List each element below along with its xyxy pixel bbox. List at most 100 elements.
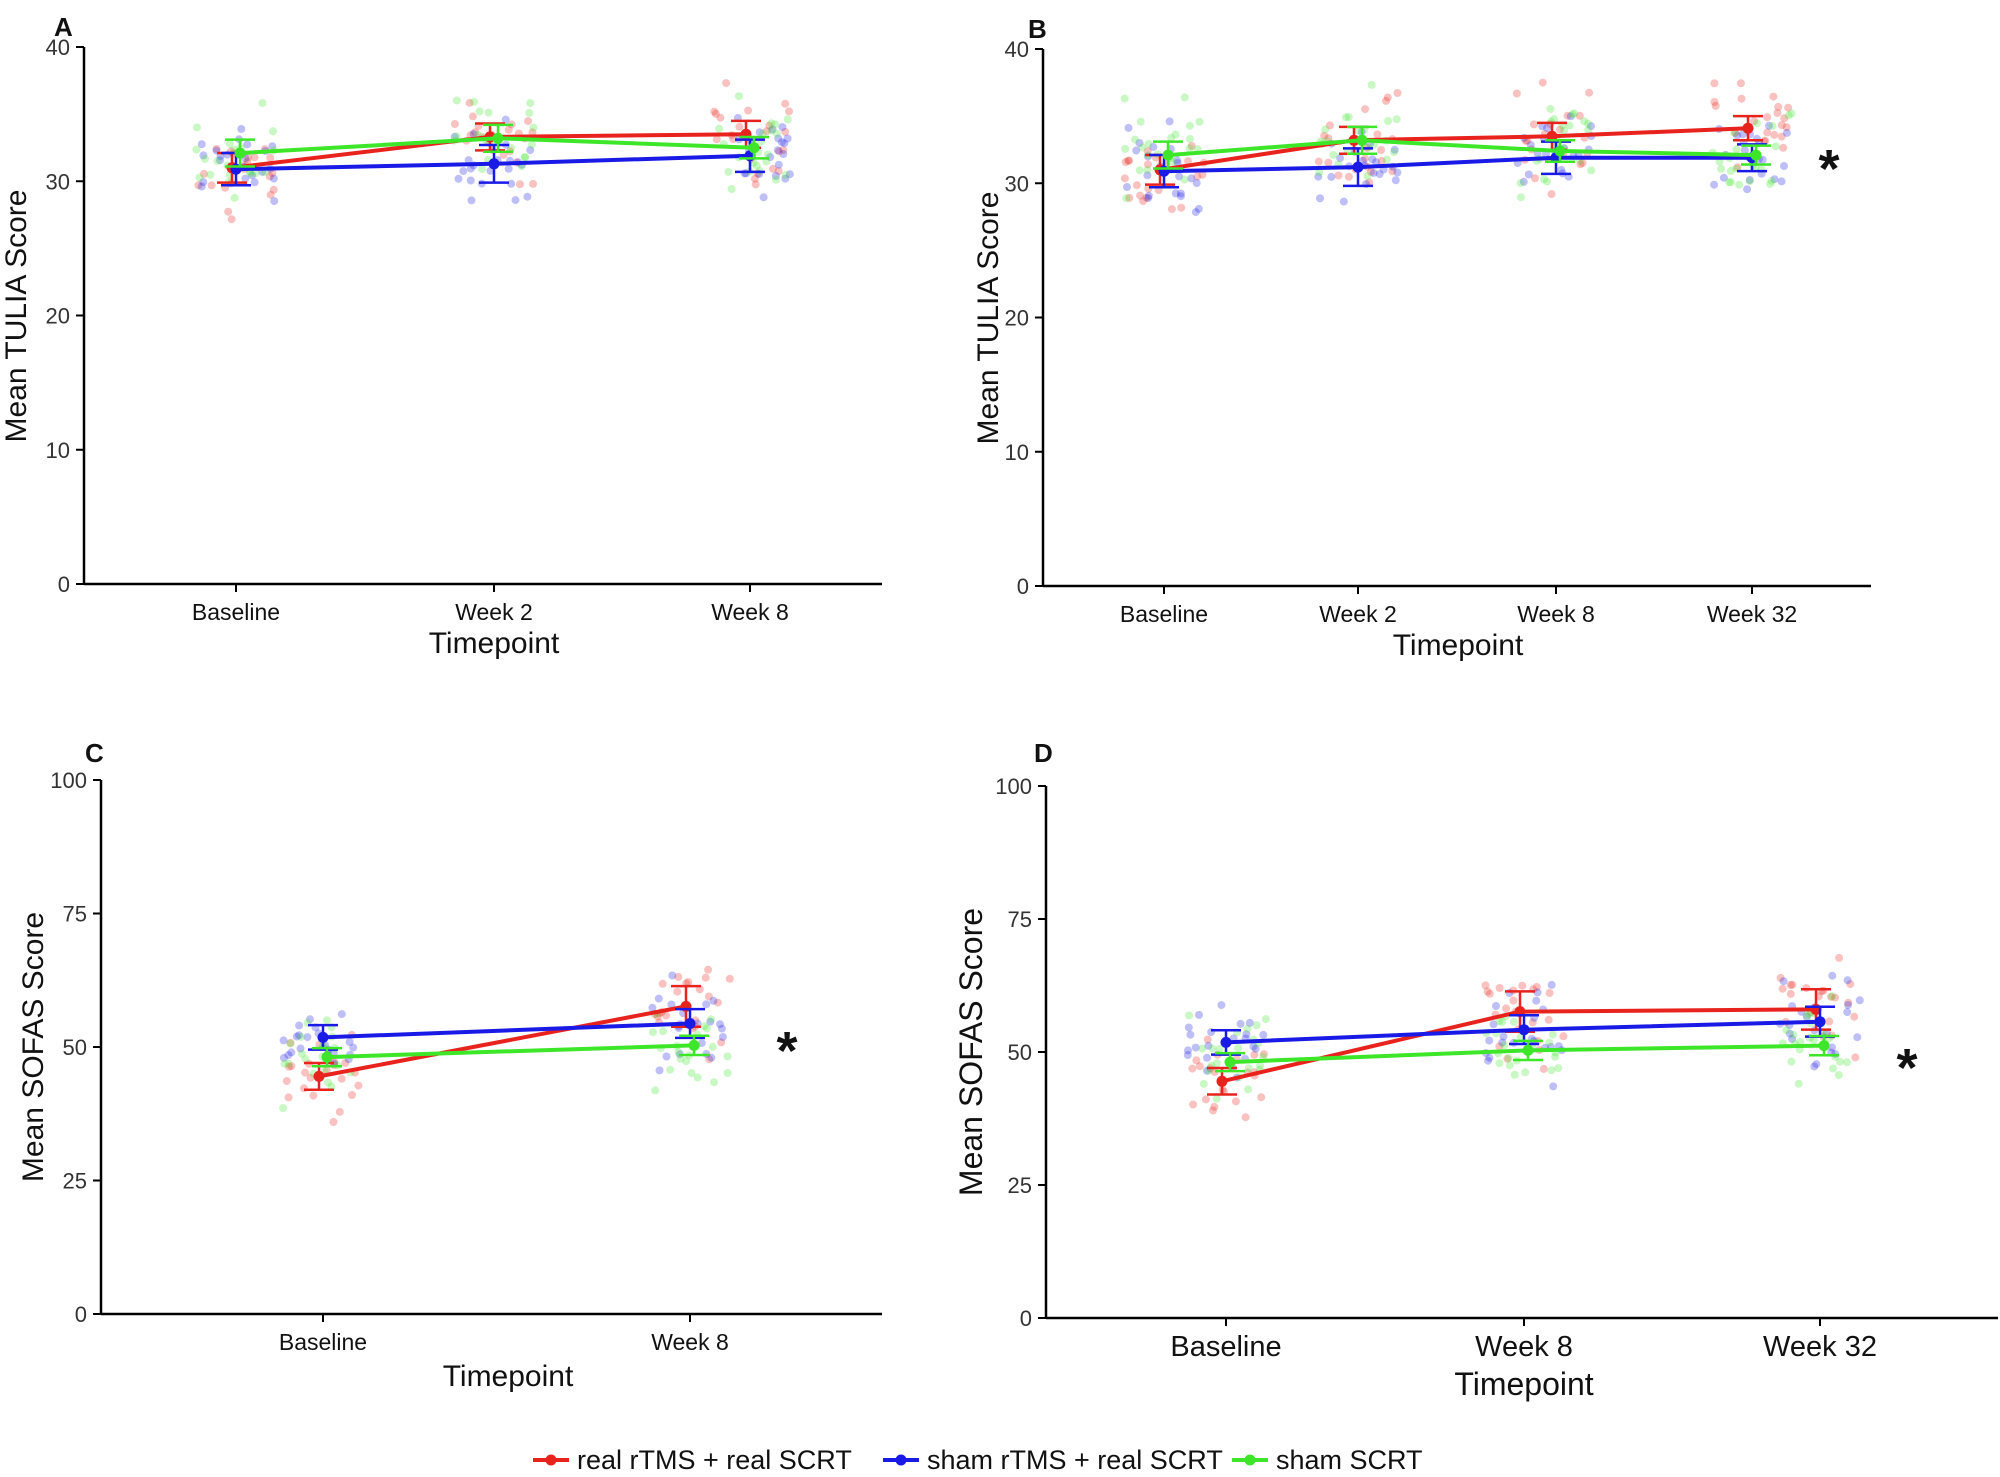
raw-point [1191, 208, 1200, 217]
raw-point [1183, 1051, 1192, 1059]
raw-point [718, 1033, 727, 1041]
raw-point [1195, 1010, 1203, 1019]
raw-point [1510, 1070, 1519, 1079]
raw-point [292, 1032, 301, 1041]
significance-star: * [776, 1021, 797, 1081]
raw-point [1770, 130, 1779, 139]
raw-point [1241, 1113, 1250, 1122]
raw-point [504, 164, 513, 173]
raw-point [1244, 1085, 1253, 1094]
raw-point [783, 134, 792, 143]
raw-point [1363, 172, 1372, 181]
raw-point [1828, 971, 1837, 980]
raw-point [717, 1024, 726, 1033]
raw-point [1367, 167, 1375, 176]
raw-point [246, 169, 255, 178]
data-point [684, 1018, 696, 1029]
raw-point [309, 1091, 318, 1100]
raw-point [1550, 115, 1558, 124]
raw-point [1776, 973, 1785, 982]
raw-point [674, 972, 683, 981]
raw-point [1121, 158, 1130, 166]
raw-point [524, 117, 533, 126]
raw-point [1144, 194, 1153, 203]
data-point [1522, 1044, 1534, 1056]
raw-point [1585, 88, 1594, 97]
raw-point [467, 196, 476, 205]
raw-point [1500, 1041, 1509, 1050]
raw-point [1361, 154, 1369, 163]
raw-point [1782, 123, 1791, 132]
raw-point [1540, 175, 1548, 184]
raw-point [478, 165, 487, 173]
raw-point [1526, 141, 1535, 149]
raw-point [1554, 1064, 1563, 1073]
x-tick-label: Week 8 [1517, 601, 1595, 627]
raw-point [1710, 98, 1719, 106]
data-point [748, 142, 760, 154]
raw-point [1176, 189, 1185, 198]
x-tick-label: Week 2 [1319, 601, 1397, 627]
raw-point [1484, 1056, 1493, 1065]
raw-point [1802, 1012, 1811, 1021]
raw-point [781, 127, 790, 136]
raw-point [1485, 989, 1494, 998]
raw-point [284, 1093, 293, 1102]
raw-point [1543, 177, 1552, 186]
raw-point [212, 144, 221, 153]
raw-point [286, 1038, 295, 1047]
raw-point [1810, 1062, 1819, 1071]
data-point [234, 147, 246, 159]
raw-point [1547, 980, 1556, 989]
raw-point [1495, 984, 1504, 992]
raw-point [1339, 197, 1348, 206]
raw-point [1495, 1017, 1504, 1026]
y-tick-label: 40 [1005, 37, 1029, 62]
x-tick-label: Week 32 [1707, 601, 1797, 627]
x-tick-label: Week 8 [711, 599, 789, 625]
raw-point [1549, 1082, 1558, 1091]
data-point [1818, 1040, 1830, 1052]
raw-point [1717, 164, 1726, 173]
raw-point [763, 150, 772, 159]
raw-point [1177, 203, 1186, 212]
raw-point [1198, 170, 1207, 179]
raw-point [1505, 1061, 1514, 1070]
raw-point [337, 1010, 346, 1019]
raw-point [1767, 176, 1776, 185]
raw-point [207, 181, 216, 190]
raw-point [1365, 178, 1374, 187]
raw-point [303, 1033, 312, 1042]
raw-point [676, 1054, 685, 1063]
data-point [1554, 145, 1566, 157]
raw-point [1519, 177, 1528, 186]
raw-point [744, 106, 753, 115]
raw-point [244, 153, 253, 162]
raw-point [475, 107, 484, 116]
raw-point [1730, 128, 1739, 137]
raw-point [1843, 1058, 1851, 1067]
raw-point [1143, 147, 1152, 156]
raw-point [1524, 170, 1533, 179]
raw-point [1382, 155, 1391, 164]
raw-point [1789, 1030, 1798, 1039]
raw-point [722, 79, 731, 88]
raw-point [1725, 178, 1734, 186]
raw-point [706, 1017, 715, 1026]
raw-point [1382, 96, 1390, 105]
raw-point [1212, 1059, 1221, 1068]
raw-point [1566, 112, 1575, 121]
raw-point [1846, 980, 1855, 989]
data-point [1356, 134, 1368, 146]
x-tick-label: Week 2 [455, 599, 533, 625]
raw-point [649, 1028, 657, 1037]
series-3 [1153, 125, 1771, 170]
raw-point [287, 1048, 296, 1057]
raw-point [1383, 93, 1392, 102]
raw-point [716, 1020, 724, 1029]
raw-point [1768, 122, 1777, 130]
raw-point [197, 140, 206, 149]
raw-point [1545, 1038, 1554, 1047]
raw-point [1210, 1102, 1219, 1111]
x-tick-label: Week 8 [1475, 1331, 1573, 1363]
